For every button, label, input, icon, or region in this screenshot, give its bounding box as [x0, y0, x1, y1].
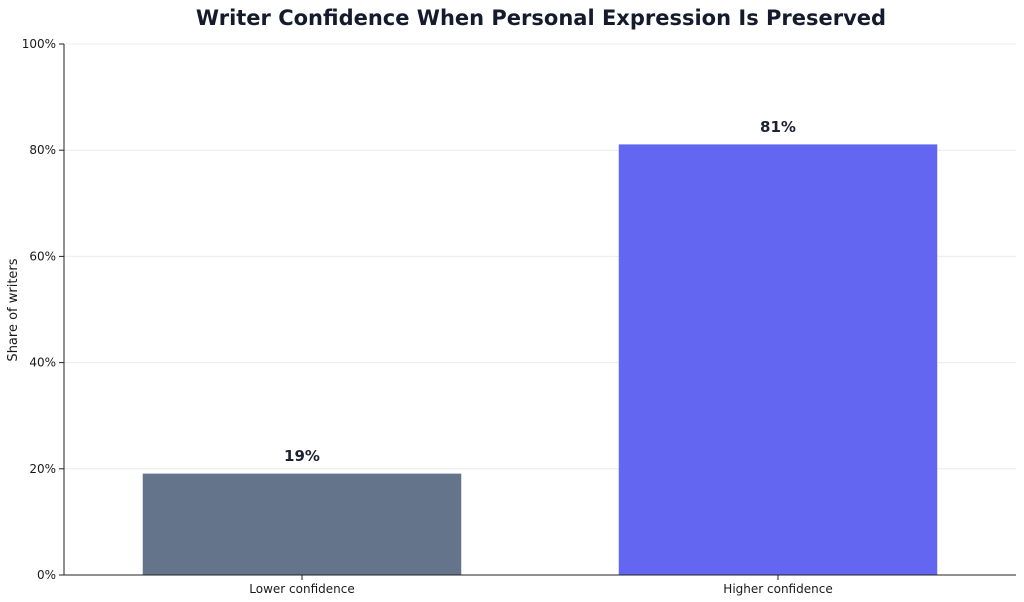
data-labels: 19% 81% — [284, 118, 796, 465]
y-tick-label: 20% — [29, 462, 56, 476]
y-axis-label: Share of writers — [6, 258, 21, 361]
y-tick-label: 100% — [22, 37, 56, 51]
chart-title: Writer Confidence When Personal Expressi… — [196, 6, 886, 30]
data-label: 81% — [760, 118, 796, 136]
bar-higher-confidence — [618, 144, 938, 576]
y-tick-label: 60% — [29, 249, 56, 263]
y-tick-label: 40% — [29, 356, 56, 370]
bars — [142, 144, 938, 576]
y-tick-label: 80% — [29, 143, 56, 157]
x-tick-label: Lower confidence — [249, 582, 354, 596]
y-tick-label: 0% — [37, 568, 56, 582]
axes: 0% 20% 40% 60% 80% 100% Lower confidence Higher… — [22, 37, 1016, 596]
x-tick-label: Higher confidence — [723, 582, 832, 596]
bar-lower-confidence — [142, 473, 462, 576]
data-label: 19% — [284, 447, 320, 465]
